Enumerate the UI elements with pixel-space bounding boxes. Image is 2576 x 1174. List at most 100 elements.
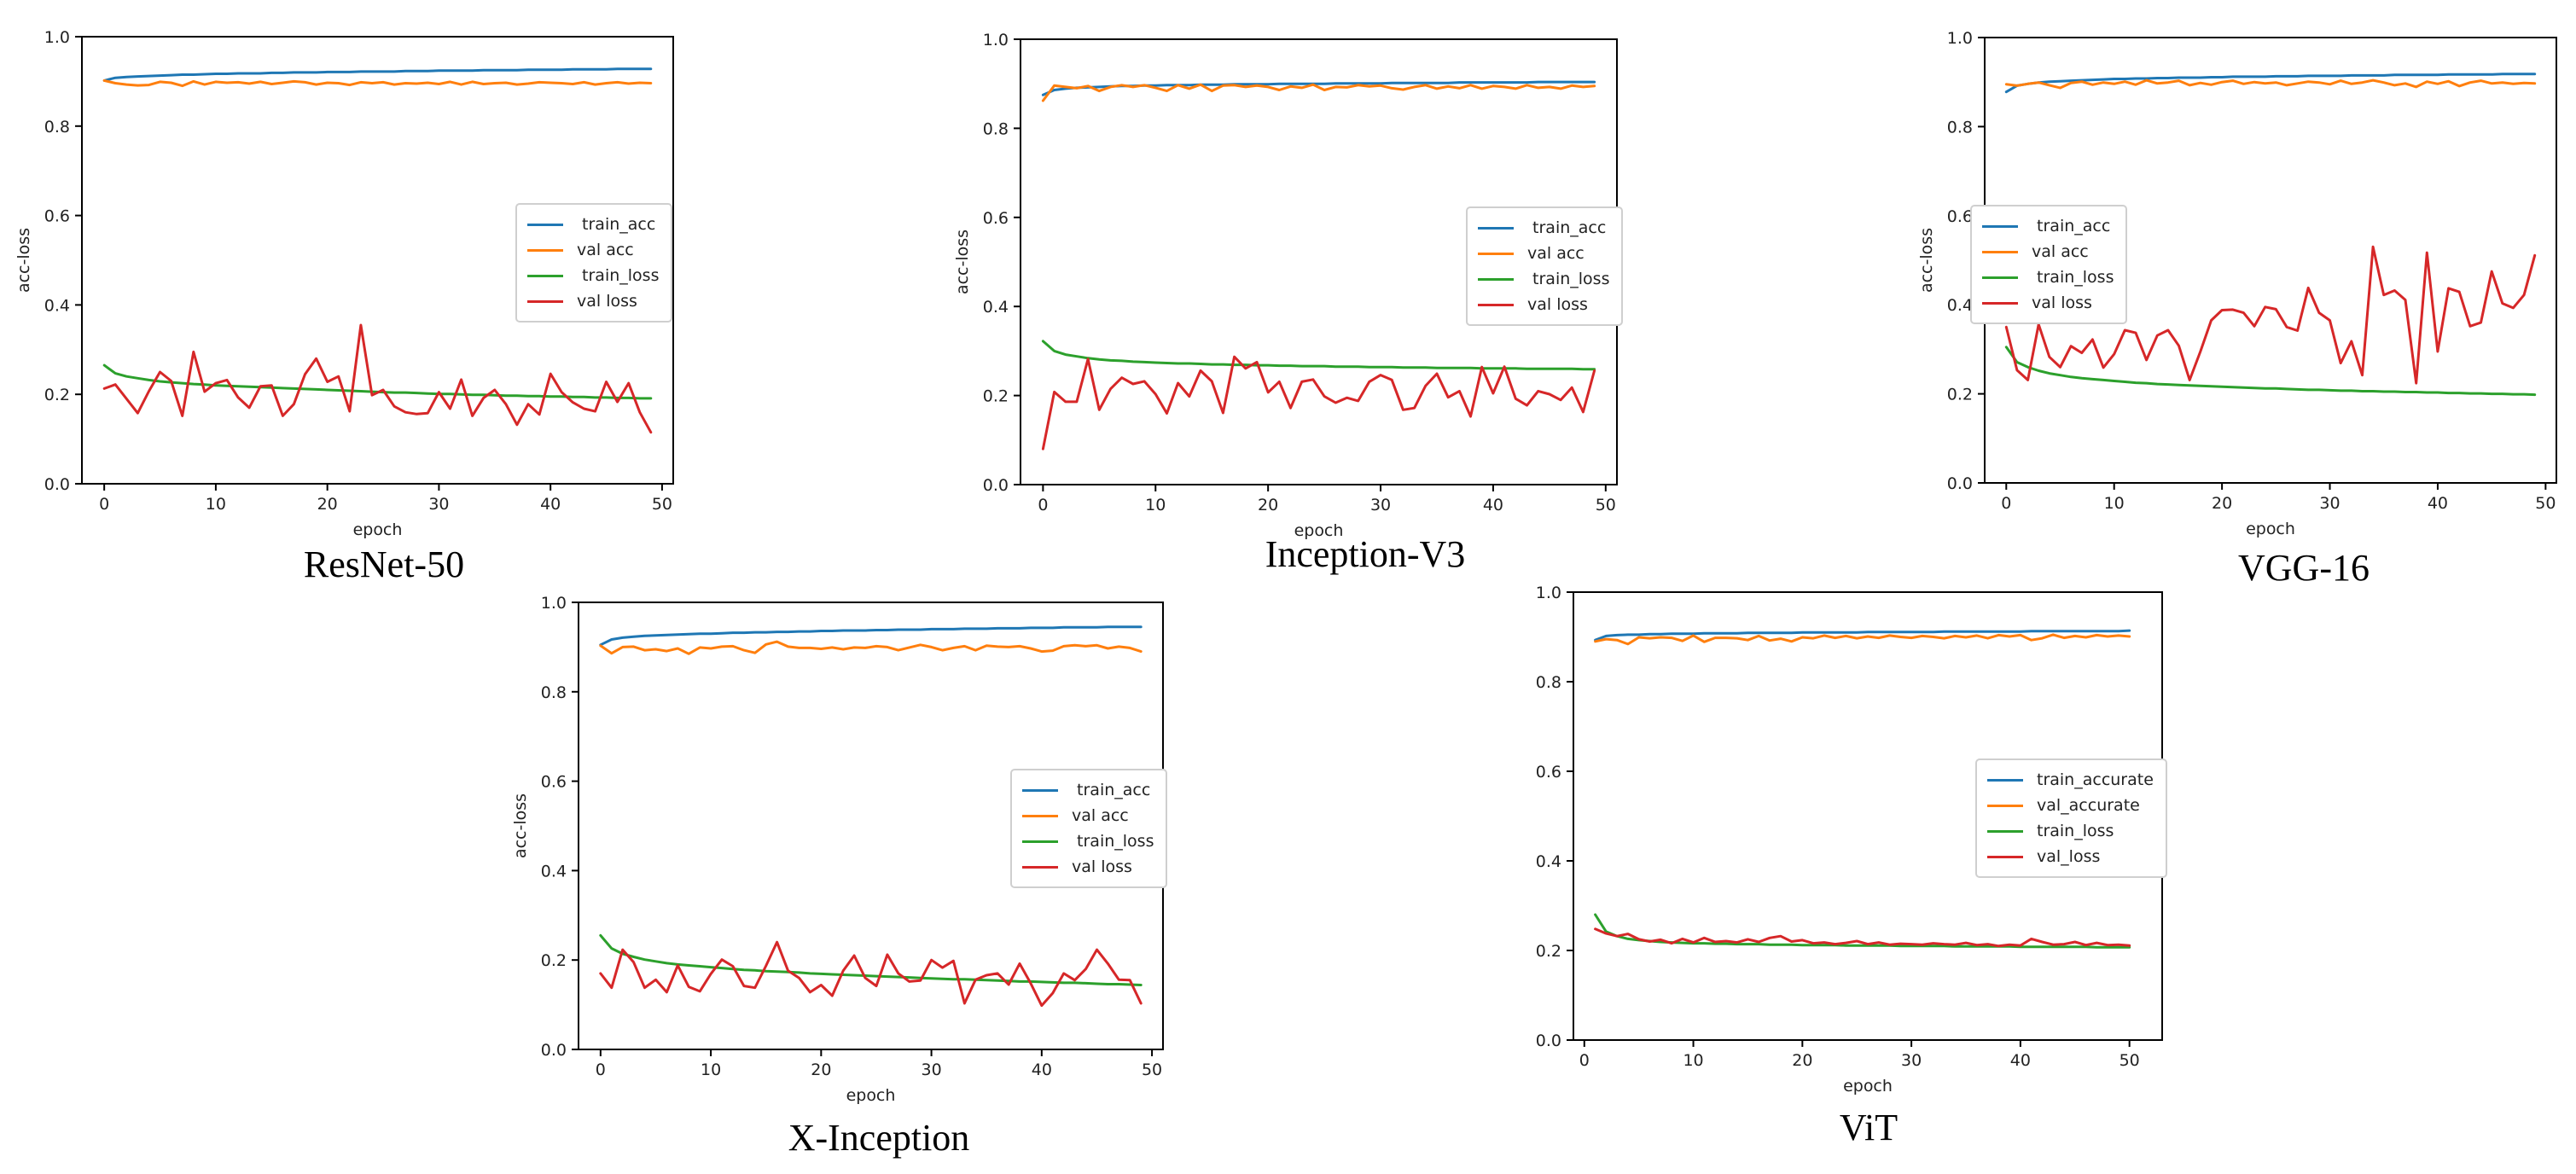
legend-label: train_loss (1527, 270, 1610, 288)
legend-label: train_loss (2032, 268, 2114, 287)
y-tick-label: 0.4 (983, 298, 1009, 317)
legend-label: val loss (1072, 857, 1132, 876)
y-tick-label: 1.0 (1947, 29, 1973, 48)
y-tick-label: 0.2 (983, 387, 1009, 406)
legend-item-train-loss: train_loss (1478, 266, 1609, 292)
series-line-val-acc (1041, 83, 1596, 102)
legend-item-train-loss: train_loss (1982, 264, 2114, 290)
y-tick-label: 1.0 (983, 31, 1009, 49)
x-tick-label: 40 (1483, 496, 1503, 514)
series-line-val-accurate (1594, 633, 2131, 646)
legend-vgg16: train_acc val acc train_loss val loss (1970, 205, 2128, 324)
x-tick-label: 40 (2010, 1051, 2031, 1070)
x-tick-label: 30 (1370, 496, 1391, 514)
legend-swatch (527, 274, 563, 277)
x-tick-label: 30 (2319, 494, 2340, 513)
legend-swatch (1478, 226, 1514, 230)
y-tick-label: 0.4 (44, 296, 70, 315)
caption-x-inception: X-Inception (788, 1117, 970, 1159)
legend-item-train-acc: train_acc (1478, 215, 1609, 241)
legend-swatch (1987, 778, 2023, 782)
legend-item-train-accurate: train_accurate (1987, 767, 2154, 793)
x-tick-label: 20 (1792, 1051, 1812, 1070)
y-tick-label: 0.2 (541, 951, 567, 970)
y-axis-label: acc-loss (511, 793, 530, 858)
legend-label: val_loss (2037, 847, 2101, 866)
x-tick-label: 20 (317, 495, 338, 514)
y-tick-label: 0.2 (44, 386, 70, 404)
chart-vgg16: 0 10 20 30 40 50 0.0 0.2 0.4 0.6 0.8 1.0 epoch acc-lo… (1917, 29, 2557, 538)
y-tick-label: 1.0 (44, 28, 70, 47)
y-tick-label: 0.6 (1536, 763, 1561, 782)
y-tick-label: 1.0 (541, 594, 567, 613)
legend-label: train_accurate (2037, 770, 2154, 789)
x-tick-label: 30 (428, 495, 449, 514)
y-tick-label: 0.8 (983, 119, 1009, 138)
x-axis-label: epoch (2246, 520, 2295, 538)
legend-label: train_loss (577, 266, 660, 285)
plot-frame (81, 36, 674, 485)
legend-swatch (1982, 276, 2018, 279)
legend-label: train_acc (2032, 217, 2111, 235)
legend-swatch (1982, 224, 2018, 228)
series-line-val-acc (599, 640, 1143, 655)
y-tick-label: 0.8 (44, 118, 70, 137)
caption-resnet50: ResNet-50 (303, 543, 465, 585)
x-tick-label: 10 (701, 1061, 721, 1079)
y-tick-label: 0.0 (1536, 1032, 1561, 1050)
x-tick-label: 10 (206, 495, 226, 514)
legend-resnet50: train_acc val acc train_loss val loss (515, 203, 673, 323)
legend-item-train-acc: train_acc (1022, 777, 1154, 803)
series-line-train-acc (599, 625, 1143, 647)
x-tick-label: 40 (540, 495, 561, 514)
y-tick-label: 0.8 (541, 683, 567, 702)
legend-swatch (527, 299, 563, 303)
y-tick-label: 0.4 (1947, 296, 1973, 315)
legend-item-train-loss: train_loss (1022, 828, 1154, 854)
x-tick-label: 50 (1142, 1061, 1162, 1079)
legend-item-val-acc: val acc (1022, 803, 1154, 828)
chart-x-inception: 0 10 20 30 40 50 0.0 0.2 0.4 0.6 0.8 1.0 epoch acc-lo… (511, 594, 1164, 1105)
y-tick-label: 0.0 (1947, 474, 1973, 493)
x-tick-label: 20 (1258, 496, 1278, 514)
x-tick-label: 50 (2120, 1051, 2140, 1070)
legend-item-val-loss: val loss (1022, 854, 1154, 880)
legend-label: val loss (1527, 295, 1588, 314)
series-line-train-loss (2004, 346, 2537, 397)
series-line-val-loss (1594, 927, 2131, 948)
legend-swatch (1022, 865, 1058, 869)
chart-panel-vgg16: 0 10 20 30 40 50 0.0 0.2 0.4 0.6 0.8 1.0 epoch acc-lo… (1877, 0, 2576, 589)
x-tick-label: 40 (1032, 1061, 1052, 1079)
y-tick-label: 0.8 (1947, 118, 1973, 137)
legend-swatch (1478, 252, 1514, 255)
legend-swatch (1982, 250, 2018, 253)
series-line-val-loss (1041, 355, 1596, 450)
y-axis-label: acc-loss (15, 228, 33, 293)
series-line-train-loss (599, 933, 1143, 986)
legend-label: train_loss (2037, 822, 2114, 840)
legend-item-val-acc: val acc (527, 237, 659, 263)
x-tick-label: 10 (2104, 494, 2125, 513)
x-tick-label: 30 (1901, 1051, 1922, 1070)
legend-swatch (1022, 814, 1058, 817)
legend-vit: train_accurate val_accurate train_loss val_… (1975, 758, 2167, 878)
legend-swatch (527, 248, 563, 252)
legend-item-train-acc: train_acc (1982, 213, 2114, 239)
legend-item-val-acc: val acc (1982, 239, 2114, 264)
x-tick-label: 40 (2428, 494, 2448, 513)
y-tick-label: 0.6 (541, 773, 567, 792)
series-line-train-acc (2004, 73, 2537, 94)
legend-label: val acc (1072, 806, 1129, 825)
x-tick-label: 10 (1145, 496, 1166, 514)
y-tick-label: 0.4 (541, 862, 567, 880)
y-tick-label: 0.8 (1536, 673, 1561, 692)
caption-inception-v3: Inception-V3 (1265, 533, 1466, 575)
chart-vit: 0 10 20 30 40 50 0.0 0.2 0.4 0.6 0.8 1.0 epoch (1536, 584, 2163, 1096)
legend-item-val-loss: val loss (527, 288, 659, 314)
series-line-val-acc (102, 78, 653, 88)
x-tick-label: 0 (2001, 494, 2011, 513)
series-line-val-loss (102, 323, 653, 434)
x-tick-label: 20 (2212, 494, 2232, 513)
series-line-train-accurate (1594, 629, 2131, 642)
legend-label: val_accurate (2037, 796, 2140, 815)
